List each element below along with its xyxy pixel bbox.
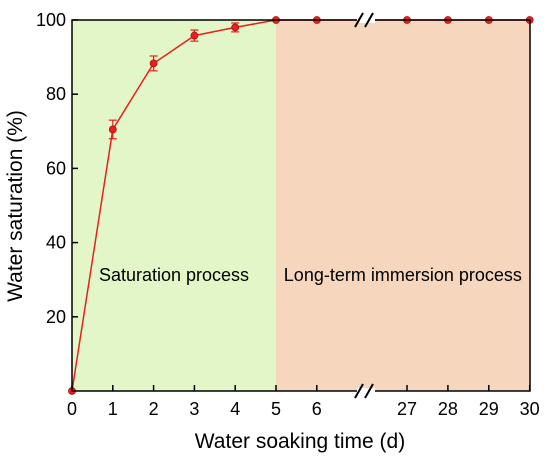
region-2: [276, 20, 530, 391]
x-tick-label-0: 0: [67, 399, 77, 419]
data-point-5: [231, 23, 240, 32]
x-tick-label-27: 27: [397, 399, 417, 419]
region-1: [72, 20, 276, 391]
x-tick-label-5: 5: [271, 399, 281, 419]
x-tick-label-30: 30: [520, 399, 540, 419]
axis-break-slash-right: [364, 383, 374, 399]
y-tick-label-60: 60: [46, 158, 66, 178]
y-tick-label-20: 20: [46, 307, 66, 327]
x-tick-label-6: 6: [312, 399, 322, 419]
y-tick-label-100: 100: [36, 10, 66, 30]
x-tick-label-2: 2: [149, 399, 159, 419]
plot-frame: [71, 19, 531, 392]
x-axis-title: Water soaking time (d): [195, 430, 405, 453]
data-point-2: [108, 125, 117, 134]
axis-break-slash-left: [354, 12, 364, 28]
region-label-1: Saturation process: [99, 265, 249, 285]
data-point-4: [190, 31, 199, 40]
axis-break-slash-right: [364, 12, 374, 28]
region-label-2: Long-term immersion process: [284, 265, 522, 285]
y-tick-label-40: 40: [46, 233, 66, 253]
y-axis-title: Water saturation (%): [4, 110, 27, 302]
axis-break-gap: [357, 17, 375, 23]
y-tick-label-80: 80: [46, 84, 66, 104]
x-tick-label-1: 1: [108, 399, 118, 419]
x-tick-label-4: 4: [230, 399, 240, 419]
axis-break-bottom: [354, 383, 375, 399]
axis-break-slash-left: [354, 383, 364, 399]
x-tick-label-29: 29: [479, 399, 499, 419]
axis-break-gap: [357, 388, 375, 394]
axis-break-top: [354, 12, 375, 28]
x-tick-label-28: 28: [438, 399, 458, 419]
x-tick-label-3: 3: [189, 399, 199, 419]
data-point-3: [149, 59, 158, 68]
